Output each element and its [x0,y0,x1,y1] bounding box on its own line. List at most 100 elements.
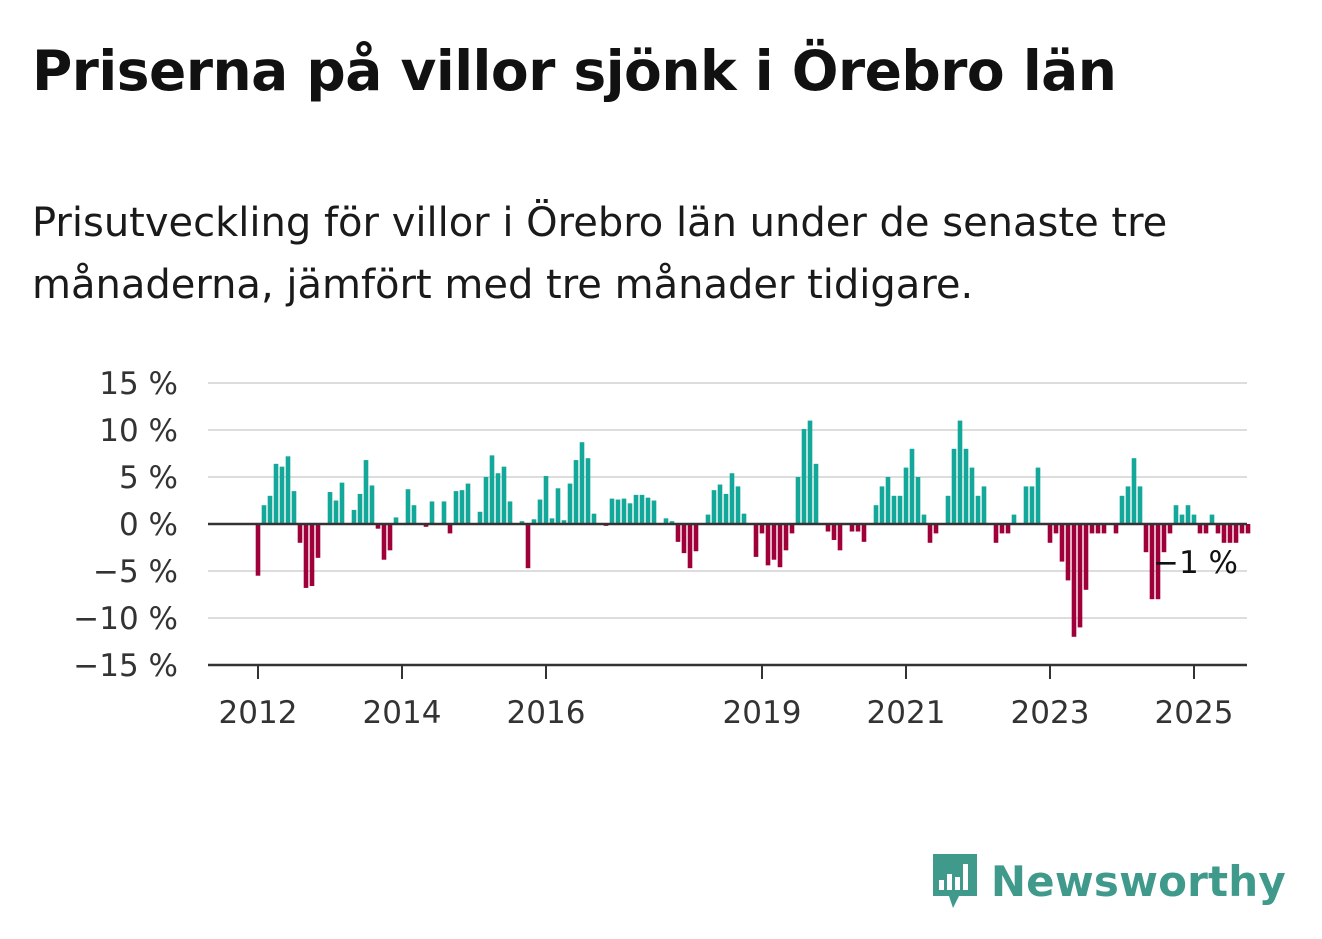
bar [945,495,951,524]
bar [333,500,339,524]
bar [873,505,879,524]
bar [975,495,981,524]
bar [1203,524,1209,534]
bar [1179,514,1185,524]
bar [393,517,399,524]
bar [1077,524,1083,628]
bar [741,513,747,524]
bar [375,524,381,529]
x-axis-ticks: 2012 2014 2016 2019 2021 2023 2025 [219,665,1234,731]
bar [1209,514,1215,524]
bar [255,524,261,576]
bar [651,500,657,524]
axes [208,522,1247,667]
bar [585,458,591,524]
bar [273,463,279,524]
bar [369,485,375,524]
bar [807,420,813,524]
bar [555,488,561,524]
y-tick-label: −15 % [73,648,178,684]
bar [1065,524,1071,581]
bar [1125,486,1131,524]
bar [1047,524,1053,543]
bar [1119,495,1125,524]
bar [849,524,855,532]
bar [303,524,309,588]
bar [291,491,297,524]
bar [1173,505,1179,524]
bar [1245,524,1251,534]
bar [363,460,369,524]
bar [543,476,549,524]
y-tick-label: 0 % [119,507,178,543]
bar [963,448,969,524]
bar [591,513,597,524]
bar [507,501,513,524]
last-value-label: −1 % [1153,545,1238,581]
bar [309,524,315,587]
bar [1233,524,1239,543]
bar [891,495,897,524]
y-axis-ticks: 15 % 10 % 5 % 0 % −5 % −10 % −15 % [73,366,178,684]
bar [1113,524,1119,534]
bar [567,483,573,524]
bar [693,524,699,552]
bar [705,514,711,524]
bar [927,524,933,543]
y-tick-label: 15 % [99,366,178,402]
bar [783,524,789,551]
bar [561,520,567,524]
bar [327,492,333,524]
bar [855,524,861,532]
bar [1101,524,1107,534]
bar [759,524,765,534]
bar [1089,524,1095,534]
bar [687,524,693,569]
bar [771,524,777,560]
bar [981,486,987,524]
bar [711,490,717,524]
bar [1095,524,1101,534]
bar [729,473,735,524]
bar [969,467,975,524]
bar [879,486,885,524]
bar [1239,524,1245,534]
bar [1071,524,1077,637]
bar [1227,524,1233,543]
bar [1053,524,1059,534]
bar [1059,524,1065,562]
bar [519,521,525,524]
bar [861,524,867,542]
bar [1191,514,1197,524]
bar [423,524,429,527]
bar [549,518,555,524]
bar [921,514,927,524]
bar [537,499,543,524]
bar [777,524,783,568]
bar [579,442,585,524]
chart-subtitle: Prisutveckling för villor i Örebro län u… [32,200,1168,308]
bar [1005,524,1011,534]
bar [813,463,819,524]
bar [615,499,621,524]
x-tick-label: 2025 [1155,695,1234,731]
bar [315,524,321,558]
bar [261,505,267,524]
bar [663,518,669,524]
bar [1131,458,1137,524]
y-tick-label: 5 % [119,460,178,496]
bar [633,494,639,524]
bar [639,494,645,524]
bar [645,497,651,524]
y-tick-label: −5 % [93,554,178,590]
y-tick-label: −10 % [73,601,178,637]
bar [1185,505,1191,524]
bar [267,495,273,524]
bar [405,489,411,524]
bar [441,501,447,524]
bar [837,524,843,551]
bar [1011,514,1017,524]
bar [357,493,363,524]
bar [1149,524,1155,600]
bar [765,524,771,566]
